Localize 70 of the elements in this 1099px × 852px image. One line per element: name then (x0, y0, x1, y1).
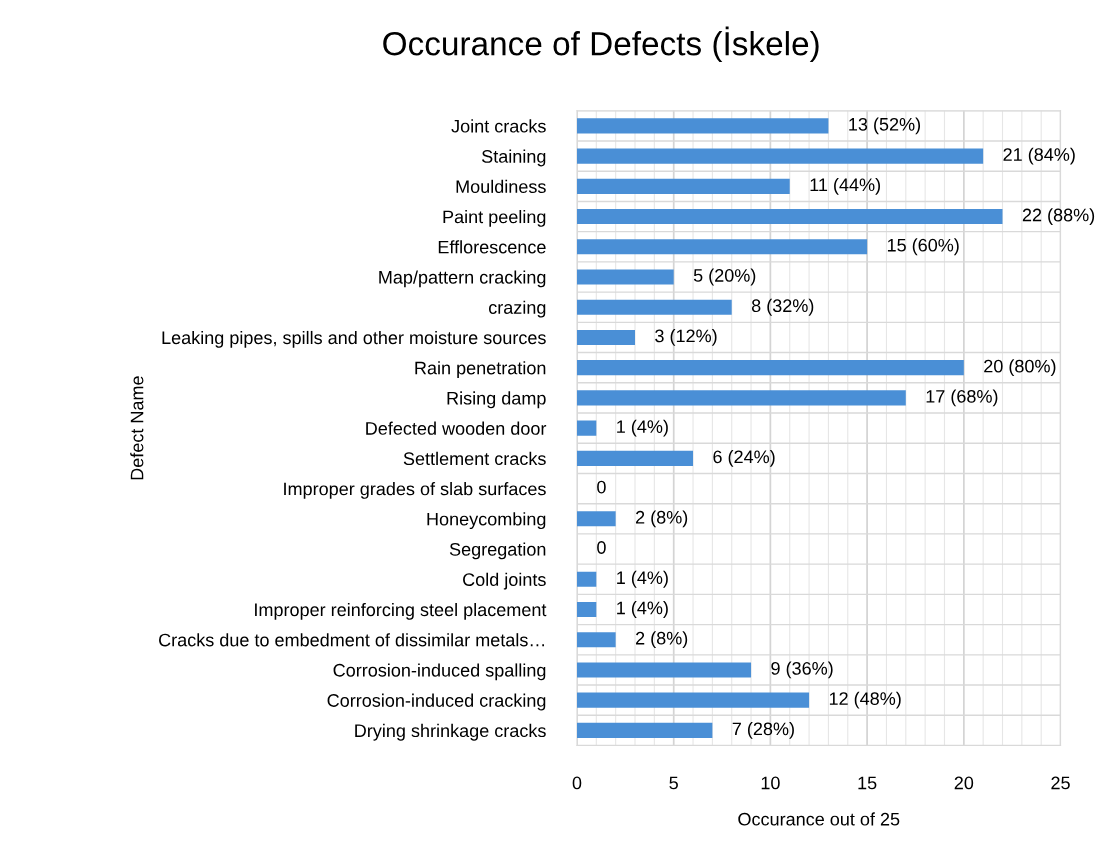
data-label: 9 (36%) (771, 661, 833, 679)
x-tick-label: 15 (858, 776, 877, 790)
y-tick-label: Paint peeling (443, 210, 546, 227)
y-tick-label: Settlement cracks (403, 451, 546, 466)
data-label: 1 (4%) (617, 419, 668, 437)
y-tick-label: Rain penetration (415, 361, 546, 378)
bar (576, 118, 829, 134)
data-label: 1 (4%) (617, 570, 668, 588)
data-label: 7 (28%) (732, 721, 794, 739)
y-tick-label: Rising damp (447, 391, 546, 409)
data-label: 22 (88%) (1022, 208, 1095, 225)
y-tick-label: Improper grades of slab surfaces (284, 482, 546, 499)
x-tick-label: 0 (572, 776, 582, 790)
y-tick-label: Staining (481, 149, 546, 167)
y-tick-label: Mouldiness (456, 179, 546, 194)
y-tick-label: Corrosion-induced spalling (333, 663, 546, 681)
data-label: 8 (32%) (751, 298, 814, 316)
bar (576, 722, 713, 738)
bar (576, 299, 732, 315)
data-label: 2 (8%) (636, 510, 688, 528)
x-axis-title: Occurance out of 25 (738, 812, 900, 826)
data-label: 2 (8%) (636, 631, 688, 649)
data-label: 11 (44%) (810, 177, 880, 195)
y-tick-label: Joint cracks (451, 119, 546, 133)
bar (576, 692, 810, 708)
y-axis-title: Defect Name (130, 376, 144, 480)
bar (576, 662, 752, 678)
bar (576, 632, 616, 648)
y-tick-label: crazing (488, 300, 546, 318)
y-tick-label: Cold joints (463, 572, 546, 590)
x-tick-label: 25 (1051, 776, 1070, 790)
bar (576, 178, 790, 194)
y-tick-label: Defected wooden door (366, 421, 547, 435)
bar (576, 571, 597, 587)
chart-title: Occurance of Defects (İskele) (383, 26, 819, 63)
data-label: 0 (597, 541, 606, 554)
y-tick-label: Improper reinforcing steel placement (255, 602, 547, 620)
bar (576, 420, 597, 436)
x-tick-label: 10 (761, 776, 780, 790)
y-tick-label: Map/pattern cracking (379, 270, 546, 288)
y-tick-label: Corrosion-induced cracking (327, 693, 546, 711)
data-label: 15 (60%) (887, 238, 959, 256)
bar (576, 390, 906, 406)
data-label: 20 (80%) (984, 359, 1056, 377)
y-tick-label: Leaking pipes, spills and other moisture sources (162, 330, 546, 348)
y-tick-label: Honeycombing (427, 512, 546, 530)
bar (576, 239, 868, 255)
data-label: 1 (4%) (617, 601, 668, 618)
data-label: 6 (24%) (713, 449, 775, 467)
bar (576, 329, 635, 346)
data-label: 3 (12%) (655, 329, 717, 346)
data-label: 13 (52%) (849, 117, 921, 135)
y-tick-label: Drying shrinkage cracks (355, 723, 546, 741)
bar (576, 360, 964, 376)
data-label: 12 (48%) (829, 691, 901, 709)
data-label: 17 (68%) (926, 389, 998, 407)
bar (576, 148, 984, 164)
y-tick-label: Cracks due to embedment of dissimilar metals… (159, 633, 544, 647)
data-label: 0 (597, 480, 606, 494)
bar (576, 208, 1003, 225)
x-tick-label: 20 (954, 776, 974, 790)
data-label: 21 (84%) (1003, 147, 1075, 165)
bar (576, 511, 616, 527)
data-label: 5 (20%) (693, 268, 756, 286)
y-tick-label: Segregation (449, 542, 546, 560)
bar (576, 269, 674, 285)
y-tick-label: Efflorescence (438, 240, 546, 254)
x-tick-label: 5 (669, 776, 678, 790)
bar (576, 450, 694, 466)
bar (576, 601, 597, 618)
